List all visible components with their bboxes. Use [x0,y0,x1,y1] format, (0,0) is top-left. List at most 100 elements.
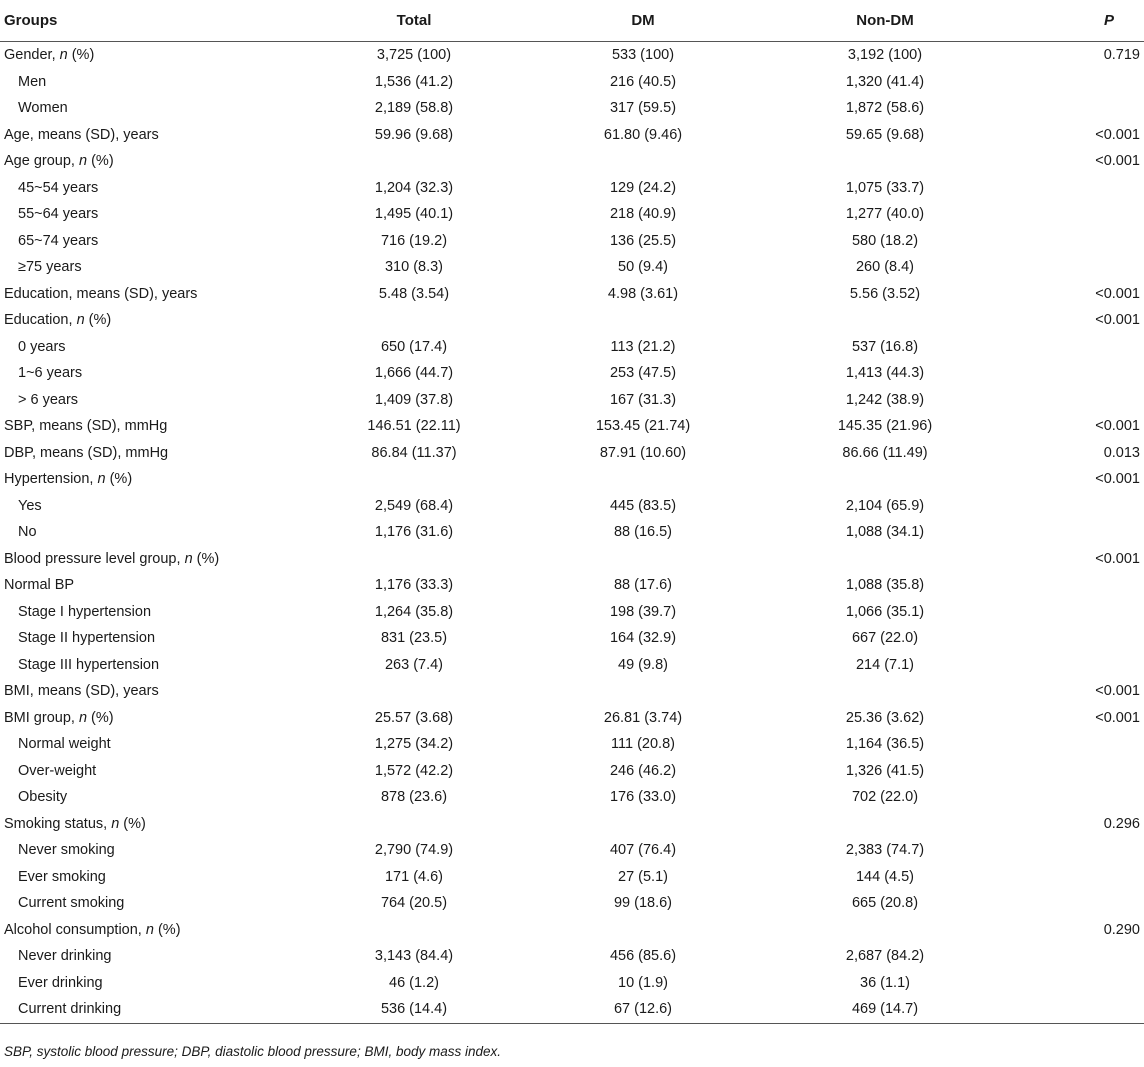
cell-p-value: 0.290 [1103,921,1140,938]
cell-total: 2,549 (68.4) [374,497,454,514]
cell-non-dm: 1,242 (38.9) [845,391,925,408]
cell-non-dm [764,546,1006,573]
cell-non-dm: 1,326 (41.5) [845,762,925,779]
cell-total [306,811,522,838]
cell-dm: 136 (25.5) [609,232,677,249]
cell-dm [522,811,764,838]
cell-total: 1,536 (41.2) [374,73,454,90]
row-label: Gender, n (%) [4,47,95,64]
header-groups: Groups [0,0,306,42]
row-label: Stage III hypertension [18,656,160,673]
row-label: Age, means (SD), years [4,126,159,143]
cell-total [306,466,522,493]
cell-non-dm: 580 (18.2) [851,232,919,249]
cell-p-value [1006,175,1144,202]
cell-dm: 113 (21.2) [610,338,676,355]
cell-total: 1,666 (44.7) [374,365,454,382]
row-label: Never drinking [18,948,112,965]
table-row: BMI, means (SD), years <0.001 [0,678,1144,705]
cell-total: 3,143 (84.4) [374,948,454,965]
row-label: Men [18,73,47,90]
cell-p-value [1006,625,1144,652]
cell-dm: 26.81 (3.74) [603,709,683,726]
cell-p-value: <0.001 [1095,550,1140,567]
row-label: > 6 years [18,391,79,408]
row-label: Alcohol consumption, n (%) [4,921,181,938]
row-label: Yes [18,497,42,514]
table-row: Current drinking 536 (14.4) 67 (12.6) 469 (… [0,996,1144,1024]
row-label: 55~64 years [18,206,99,223]
row-label: Ever drinking [18,974,103,991]
cell-dm: 167 (31.3) [609,391,677,408]
cell-total: 1,409 (37.8) [374,391,454,408]
cell-dm: 129 (24.2) [609,179,677,196]
cell-non-dm [764,148,1006,175]
table-row: No 1,176 (31.6) 88 (16.5) 1,088 (34.1) [0,519,1144,546]
cell-non-dm: 145.35 (21.96) [837,418,933,435]
cell-non-dm: 1,320 (41.4) [845,73,925,90]
row-label: Smoking status, n (%) [4,815,146,832]
row-label: ≥75 years [18,259,82,276]
cell-dm: 153.45 (21.74) [595,418,691,435]
row-label: Current drinking [0,996,306,1024]
cell-dm: 99 (18.6) [613,895,673,912]
row-label: SBP, means (SD), mmHg [4,418,168,435]
cell-total: 3,725 (100) [376,47,452,64]
cell-non-dm: 1,413 (44.3) [845,365,925,382]
cell-p-value [1006,731,1144,758]
header-total: Total [306,0,522,42]
cell-non-dm: 1,277 (40.0) [845,206,925,223]
row-label: Stage I hypertension [18,603,152,620]
table-row: Current smoking 764 (20.5) 99 (18.6) 665 (2… [0,890,1144,917]
cell-dm: 198 (39.7) [609,603,677,620]
table-row: Smoking status, n (%) 0.296 [0,811,1144,838]
cell-p-value [1006,890,1144,917]
cell-dm: 317 (59.5) [609,100,677,117]
cell-p-value [1006,652,1144,679]
cell-p-value: <0.001 [1095,285,1140,302]
cell-non-dm: 2,687 (84.2) [845,948,925,965]
cell-non-dm [764,466,1006,493]
table-row: ≥75 years 310 (8.3) 50 (9.4) 260 (8.4) [0,254,1144,281]
cell-p-value: <0.001 [1095,153,1140,170]
table-header-row: Groups Total DM Non-DM P [0,0,1144,42]
cell-dm: 10 (1.9) [618,974,668,991]
cell-total: 171 (4.6) [384,868,444,885]
cell-p-value [1006,201,1144,228]
row-label: Ever smoking [18,868,106,885]
cell-non-dm [764,917,1006,944]
baseline-characteristics-table: Groups Total DM Non-DM P Gender, n (%) 3,… [0,0,1144,1024]
cell-dm: 111 (20.8) [611,736,675,753]
cell-non-dm: 260 (8.4) [855,259,915,276]
row-label: Hypertension, n (%) [4,471,133,488]
table-row: Education, n (%) <0.001 [0,307,1144,334]
cell-dm [522,466,764,493]
cell-non-dm: 59.65 (9.68) [845,126,925,143]
cell-non-dm: 86.66 (11.49) [842,444,928,461]
cell-non-dm: 2,383 (74.7) [845,842,925,859]
cell-total [306,546,522,573]
cell-dm: 4.98 (3.61) [607,285,679,302]
cell-non-dm: 1,088 (34.1) [845,524,925,541]
cell-dm: 61.80 (9.46) [603,126,683,143]
row-label: Education, n (%) [4,312,112,329]
header-p: P [1006,0,1144,42]
cell-p-value: <0.001 [1095,683,1140,700]
cell-total [306,307,522,334]
cell-non-dm: 1,066 (35.1) [845,603,925,620]
row-label: Age group, n (%) [4,153,114,170]
cell-total: 831 (23.5) [380,630,448,647]
cell-total: 310 (8.3) [384,259,444,276]
cell-p-value [1006,228,1144,255]
table-row: Age, means (SD), years 59.96 (9.68) 61.80 … [0,122,1144,149]
cell-non-dm [764,678,1006,705]
cell-total: 5.48 (3.54) [378,285,450,302]
cell-dm [522,148,764,175]
cell-total: 2,790 (74.9) [374,842,454,859]
row-label: Education, means (SD), years [4,285,198,302]
row-label: 45~54 years [18,179,99,196]
cell-dm: 253 (47.5) [609,365,677,382]
cell-non-dm [764,811,1006,838]
table-row: Over-weight 1,572 (42.2) 246 (46.2) 1,326 (… [0,758,1144,785]
row-label: 1~6 years [18,365,83,382]
